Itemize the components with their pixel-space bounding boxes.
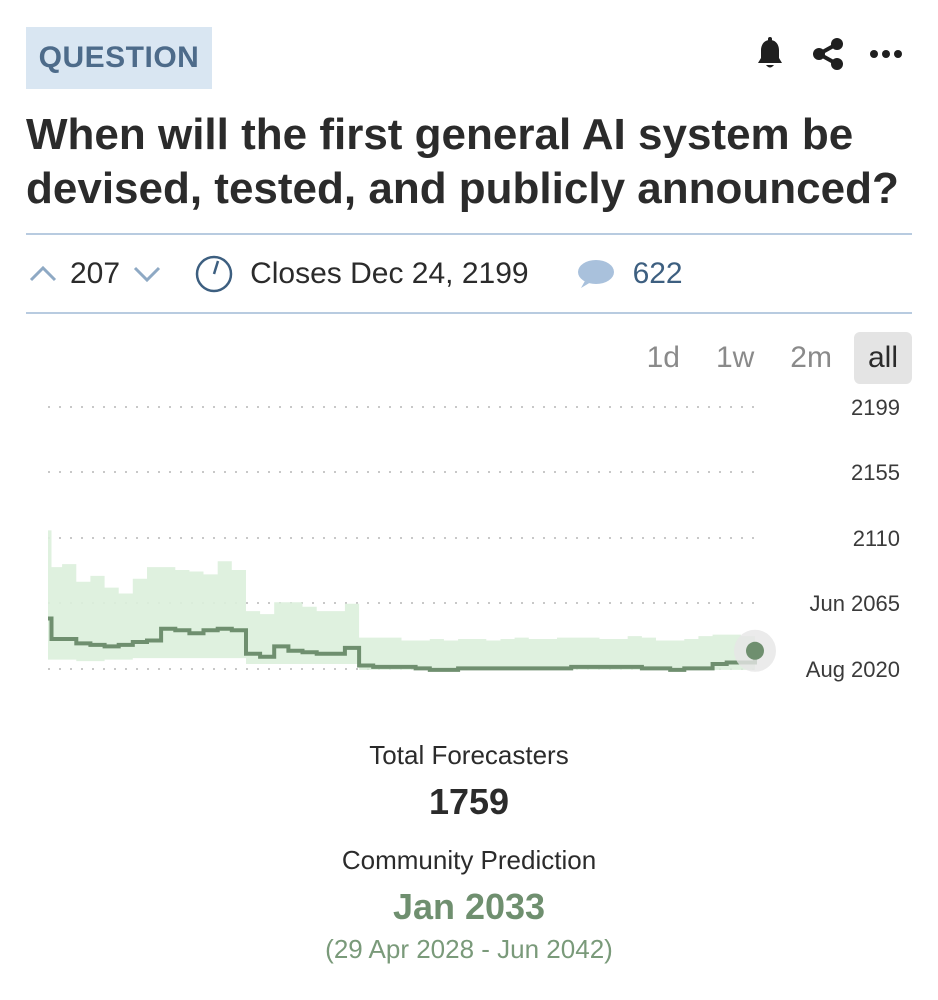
upvote-icon[interactable] [26,257,60,291]
comment-count: 622 [632,257,683,290]
vote-control: 207 [26,257,164,291]
range-2m-button[interactable]: 2m [790,341,832,374]
comments-link[interactable]: 622 [575,257,683,291]
y-tick-label: 2199 [851,395,900,420]
forecast-chart: 2199 2155 2110 Jun 2065 Aug 2020 [48,395,900,682]
range-1w-button[interactable]: 1w [715,341,755,374]
forecasters-count: 1759 [428,781,510,822]
confidence-band-layer [48,530,755,670]
prediction-value: Jan 2033 [392,886,546,927]
forecasters-label: Total Forecasters [369,740,569,770]
y-tick-labels: 2199 2155 2110 Jun 2065 Aug 2020 [806,395,900,682]
y-tick-label: Jun 2065 [809,591,900,616]
divider-bottom [26,312,912,314]
range-selector: 1d 1w 2m all [633,332,912,384]
bell-icon[interactable] [752,34,788,74]
prediction-label: Community Prediction [341,845,597,875]
divider-top [26,233,912,235]
share-icon[interactable] [810,34,846,74]
latest-point-layer [734,629,776,672]
top-actions [752,34,904,74]
close-date: Closes Dec 24, 2199 [194,254,529,294]
clock-icon [195,255,233,293]
downvote-icon[interactable] [130,257,164,291]
y-tick-label: 2155 [851,460,900,485]
latest-point [746,641,764,660]
confidence-band [48,530,755,670]
prediction-block: Community Prediction Jan 2033 (29 Apr 20… [0,845,938,965]
prediction-range: (29 Apr 2028 - Jun 2042) [325,934,613,964]
vote-count: 207 [70,257,121,290]
question-title: When will the first general AI system be… [26,110,899,213]
more-icon[interactable] [868,34,904,74]
meta-bar: 207 Closes Dec 24, 2199 622 [26,236,912,312]
forecasters-block: Total Forecasters 1759 [0,740,938,823]
y-tick-label: 2110 [853,526,900,551]
comment-icon [577,260,614,288]
y-tick-label: Aug 2020 [806,657,900,682]
prediction-line [48,616,757,672]
range-1d-button[interactable]: 1d [646,341,680,374]
close-date-text: Closes Dec 24, 2199 [250,257,529,290]
prediction-line-layer [48,616,757,672]
range-all-button[interactable]: all [853,332,912,384]
question-tag: QUESTION [26,27,212,89]
